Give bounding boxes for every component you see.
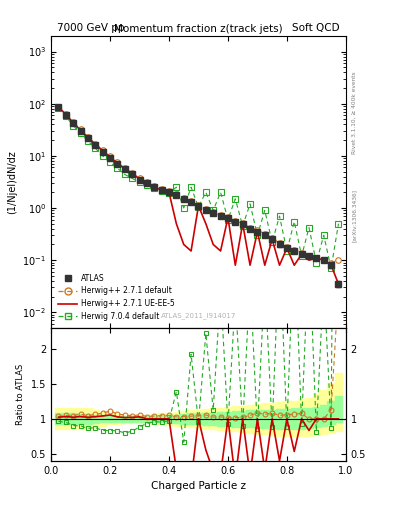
Y-axis label: Ratio to ATLAS: Ratio to ATLAS (16, 364, 25, 425)
Title: Momentum fraction z(track jets): Momentum fraction z(track jets) (114, 24, 283, 34)
Text: Soft QCD: Soft QCD (292, 23, 340, 33)
X-axis label: Charged Particle z: Charged Particle z (151, 481, 246, 491)
Legend: ATLAS, Herwig++ 2.7.1 default, Herwig++ 2.7.1 UE-EE-5, Herwig 7.0.4 default: ATLAS, Herwig++ 2.7.1 default, Herwig++ … (55, 271, 178, 324)
Y-axis label: (1/Njel)dN/dz: (1/Njel)dN/dz (7, 150, 17, 214)
Text: ATLAS_2011_I914017: ATLAS_2011_I914017 (161, 312, 236, 319)
Text: 7000 GeV pp: 7000 GeV pp (57, 23, 125, 33)
Text: Rivet 3.1.10, ≥ 400k events: Rivet 3.1.10, ≥ 400k events (352, 71, 357, 154)
Text: [arXiv:1306.3436]: [arXiv:1306.3436] (352, 188, 357, 242)
